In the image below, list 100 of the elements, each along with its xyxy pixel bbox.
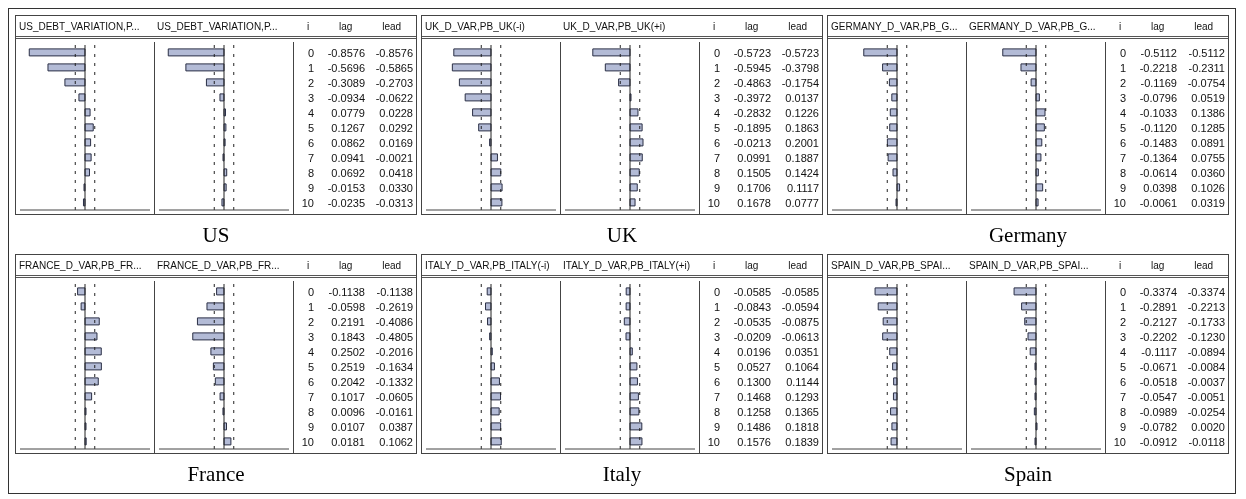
data-label: -0.1364 xyxy=(1138,152,1177,165)
data-label: -0.1120 xyxy=(1139,121,1177,134)
data-label: 0.1226 xyxy=(784,106,819,119)
data-label: -0.0894 xyxy=(1186,345,1225,358)
data-label: -0.0021 xyxy=(374,152,413,165)
chart-title: SPAIN_D_VAR,PB_SPAI... xyxy=(968,259,1090,271)
data-label: 0.0228 xyxy=(378,106,413,119)
text: i xyxy=(1118,20,1122,32)
data-label: -0.3374 xyxy=(1138,285,1177,298)
data-label: -0.0254 xyxy=(1186,406,1225,419)
category-label: 6 xyxy=(713,376,720,388)
text: lead xyxy=(1194,259,1214,271)
data-label: -0.0161 xyxy=(374,406,413,419)
category-label: 7 xyxy=(713,152,720,165)
chart-title: FRANCE_D_VAR,PB_FR... xyxy=(18,259,143,271)
data-label: -0.4086 xyxy=(374,315,413,328)
data-label: 0.1468 xyxy=(736,391,771,404)
category-label: 9 xyxy=(713,182,720,195)
category-label: 9 xyxy=(307,182,314,195)
data-label: -0.0614 xyxy=(1138,167,1177,180)
data-label: -0.5112 xyxy=(1139,46,1177,59)
category-label: 0 xyxy=(1119,46,1126,59)
text: i xyxy=(712,20,716,32)
data-label: 0.1117 xyxy=(786,182,819,195)
text: Italy xyxy=(602,462,642,487)
category-label: 5 xyxy=(307,360,314,373)
category-label: 6 xyxy=(713,137,720,149)
data-label: -0.2218 xyxy=(1138,61,1177,74)
data-label: 0.0941 xyxy=(330,152,365,165)
data-label: 0.0387 xyxy=(378,421,413,434)
data-label: -0.0671 xyxy=(1138,360,1177,373)
data-label: 0.2042 xyxy=(330,376,365,388)
data-label: -0.0118 xyxy=(1187,436,1225,449)
data-label: 0.0137 xyxy=(784,91,819,104)
data-label: -0.1033 xyxy=(1138,106,1177,119)
data-label: -0.1634 xyxy=(374,360,413,373)
category-label: 2 xyxy=(713,76,720,89)
chart-title: US_DEBT_VARIATION,P... xyxy=(18,20,141,32)
text: lag xyxy=(338,259,353,271)
category-label: 10 xyxy=(1113,197,1126,210)
category-label: 4 xyxy=(713,345,720,358)
category-label: 5 xyxy=(1119,121,1126,134)
text: i xyxy=(1118,259,1122,271)
data-label: -0.2202 xyxy=(1138,330,1177,343)
category-label: 2 xyxy=(713,315,720,328)
data-label: -0.5723 xyxy=(732,46,771,59)
data-label: 0.0519 xyxy=(1190,91,1225,104)
category-label: 8 xyxy=(307,167,314,180)
category-label: 4 xyxy=(307,345,314,358)
data-label: -0.0843 xyxy=(732,300,771,313)
category-label: 0 xyxy=(1119,285,1126,298)
category-label: 1 xyxy=(307,300,314,313)
data-label: -0.1733 xyxy=(1186,315,1225,328)
data-label: 0.0181 xyxy=(330,436,365,449)
category-label: 1 xyxy=(307,61,314,74)
data-label: -0.0213 xyxy=(732,137,771,149)
text: lag xyxy=(744,20,759,32)
category-label: 3 xyxy=(713,91,720,104)
data-label: -0.0598 xyxy=(326,300,365,313)
category-label: 10 xyxy=(301,197,314,210)
data-label: 0.0351 xyxy=(784,345,819,358)
data-label: -0.1895 xyxy=(732,121,771,134)
data-label: 0.0319 xyxy=(1190,197,1225,210)
category-label: 9 xyxy=(713,421,720,434)
data-label: 0.1365 xyxy=(784,406,819,419)
data-label: -0.5865 xyxy=(374,61,413,74)
category-label: 8 xyxy=(1119,406,1126,419)
chart-title: GERMANY_D_VAR,PB_G... xyxy=(830,20,959,32)
category-label: 4 xyxy=(713,106,720,119)
data-label: 0.0330 xyxy=(378,182,413,195)
data-label: 0.2519 xyxy=(330,360,365,373)
data-label: 0.1576 xyxy=(736,436,771,449)
data-label: 0.1026 xyxy=(1190,182,1225,195)
data-label: -0.0547 xyxy=(1138,391,1177,404)
data-label: -0.0594 xyxy=(780,300,819,313)
text: i xyxy=(306,259,310,271)
category-label: 8 xyxy=(713,406,720,419)
data-label: 0.0991 xyxy=(736,152,771,165)
data-label: -0.5112 xyxy=(1187,46,1225,59)
category-label: 7 xyxy=(713,391,720,404)
data-label: -0.1754 xyxy=(780,76,819,89)
data-label: -0.5945 xyxy=(732,61,771,74)
data-label: -0.0061 xyxy=(1138,197,1177,210)
category-label: 2 xyxy=(307,315,314,328)
data-label: -0.3374 xyxy=(1186,285,1225,298)
data-label: 0.1863 xyxy=(784,121,819,134)
category-label: 1 xyxy=(1119,300,1126,313)
data-label: 0.0891 xyxy=(1190,137,1225,149)
category-label: 1 xyxy=(713,300,720,313)
data-label: -0.2213 xyxy=(1186,300,1225,313)
data-label: 0.1486 xyxy=(736,421,771,434)
text: lag xyxy=(1150,259,1165,271)
text: lead xyxy=(788,20,808,32)
data-label: 0.0169 xyxy=(378,137,413,149)
text: lag xyxy=(1150,20,1165,32)
data-label: 0.0779 xyxy=(330,106,365,119)
category-label: 3 xyxy=(713,330,720,343)
chart-title: SPAIN_D_VAR,PB_SPAI... xyxy=(830,259,952,271)
category-label: 1 xyxy=(1119,61,1126,74)
category-label: 7 xyxy=(307,391,314,404)
